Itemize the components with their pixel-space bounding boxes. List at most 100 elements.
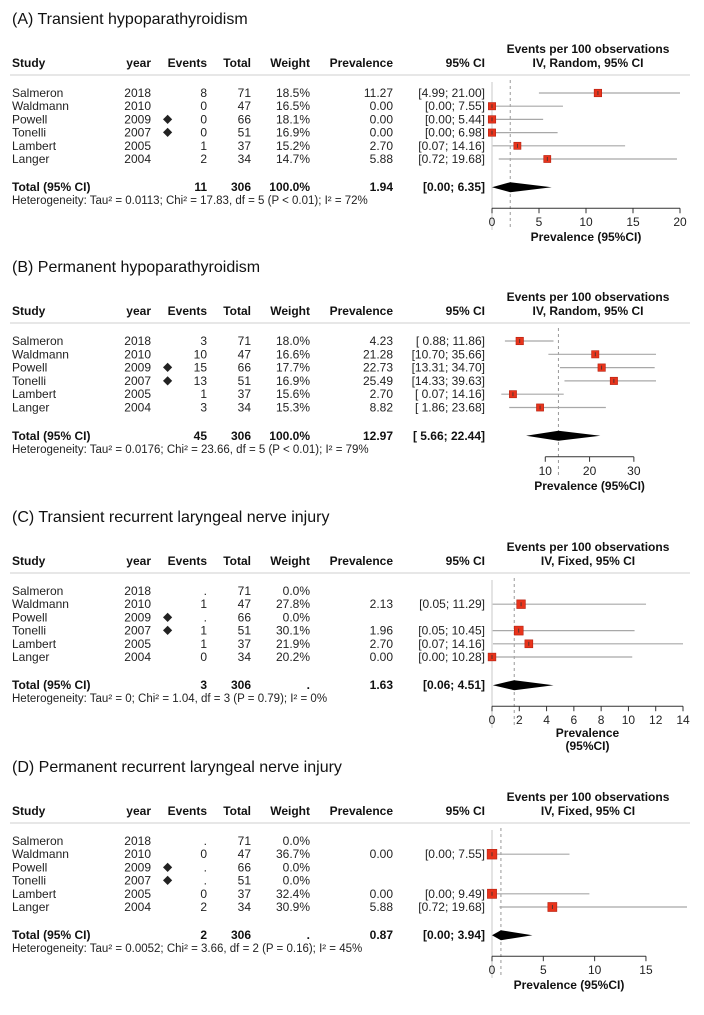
study-ci: [0.05; 11.29]	[419, 597, 485, 611]
study-name: Salmeron	[12, 334, 63, 348]
study-name: Powell	[12, 112, 47, 126]
study-total: 34	[238, 401, 252, 415]
study-year: 2005	[124, 637, 151, 651]
study-weight: 0.0%	[283, 874, 311, 888]
x-tick-label: 2	[516, 713, 523, 727]
study-prevalence: 0.00	[370, 99, 394, 113]
col-header-year: year	[126, 554, 151, 568]
study-row: Waldmann 2010 1 47 27.8% 2.13 [0.05; 11.29]	[12, 597, 647, 611]
study-year: 2010	[124, 847, 151, 861]
study-prevalence: 2.70	[370, 637, 394, 651]
col-header-events: Events	[168, 304, 208, 318]
study-marker: ◆	[163, 360, 173, 374]
panel-title: (C) Transient recurrent laryngeal nerve …	[12, 509, 329, 526]
study-row: Powell 2009 ◆. 66 0.0%	[12, 859, 310, 874]
col-header-prevalence: Prevalence	[330, 56, 394, 70]
study-name: Waldmann	[12, 99, 69, 113]
study-events: 1	[200, 637, 207, 651]
study-marker: ◆	[163, 125, 173, 139]
total-weight: .	[307, 928, 310, 942]
study-events: .	[204, 610, 207, 624]
study-marker: ◆	[163, 873, 173, 887]
study-ci: [0.72; 19.68]	[418, 152, 485, 166]
x-tick-label: 0	[489, 963, 496, 977]
col-header-events: Events	[168, 804, 208, 818]
col-header-weight: Weight	[270, 304, 310, 318]
study-events: 3	[200, 334, 207, 348]
study-row: Salmeron 2018 8 71 18.5% 11.27 [4.99; 21.00]	[12, 86, 680, 100]
study-name: Langer	[12, 401, 49, 415]
plot-header-line2: IV, Fixed, 95% CI	[541, 554, 635, 568]
study-ci: [ 0.88; 11.86]	[416, 334, 485, 348]
study-ci: [0.00; 7.55]	[425, 99, 485, 113]
study-prevalence: 0.00	[370, 650, 394, 664]
study-prevalence: 2.70	[370, 387, 394, 401]
study-events: 1	[200, 387, 207, 401]
study-row: Langer 2004 3 34 15.3% 8.82 [ 1.86; 23.68]	[12, 401, 606, 415]
study-year: 2009	[124, 361, 151, 375]
total-weight: 100.0%	[269, 180, 310, 194]
study-name: Waldmann	[12, 347, 69, 361]
summary-diamond	[492, 930, 533, 941]
total-weight: 100.0%	[269, 429, 310, 443]
study-weight: 30.1%	[276, 624, 310, 638]
x-tick-label: 10	[622, 713, 636, 727]
study-events: 0	[200, 99, 207, 113]
study-year: 2004	[124, 650, 151, 664]
study-total: 34	[238, 650, 252, 664]
panel-title: (D) Permanent recurrent laryngeal nerve …	[12, 759, 342, 776]
study-prevalence: 11.27	[364, 86, 393, 100]
study-total: 71	[238, 584, 252, 598]
study-events: 2	[200, 152, 207, 166]
x-tick-label: 0	[489, 713, 496, 727]
study-weight: 27.8%	[276, 597, 310, 611]
study-ci: [0.00; 10.28]	[418, 650, 485, 664]
study-total: 51	[238, 126, 252, 140]
total-label: Total (95% CI)	[12, 928, 90, 942]
study-events: 1	[200, 139, 207, 153]
total-label: Total (95% CI)	[12, 180, 90, 194]
x-tick-label: 30	[627, 464, 641, 478]
x-axis-title: Prevalence (95%CI)	[534, 479, 645, 493]
x-tick-label: 14	[676, 713, 690, 727]
x-axis-title: Prevalence (95%CI)	[514, 978, 625, 992]
study-row: Powell 2009 ◆ 0 66 18.1% 0.00 [0.00; 5.44]	[12, 111, 544, 126]
study-total: 47	[238, 847, 252, 861]
study-weight: 30.9%	[276, 900, 310, 914]
study-marker: ◆	[163, 373, 173, 387]
plot-header-line2: IV, Fixed, 95% CI	[541, 804, 635, 818]
study-ci: [0.72; 19.68]	[418, 900, 485, 914]
heterogeneity-text: Heterogeneity: Tau² = 0.0113; Chi² = 17.…	[12, 195, 368, 207]
study-row: Langer 2004 0 34 20.2% 0.00 [0.00; 10.28]	[12, 650, 633, 664]
x-tick-label: 8	[598, 713, 605, 727]
total-ci: [ 5.66; 22.44]	[413, 429, 485, 443]
total-ci: [0.00; 3.94]	[423, 928, 485, 942]
heterogeneity-text: Heterogeneity: Tau² = 0.0052; Chi² = 3.6…	[12, 943, 362, 955]
study-prevalence: 0.00	[370, 887, 394, 901]
col-header-ci: 95% CI	[446, 804, 485, 818]
study-year: 2007	[124, 624, 151, 638]
study-weight: 16.9%	[276, 374, 310, 388]
plot-header-line2: IV, Random, 95% CI	[533, 56, 644, 70]
study-weight: 0.0%	[283, 860, 311, 874]
forest-panel-c: (C) Transient recurrent laryngeal nerve …	[10, 509, 690, 753]
study-name: Waldmann	[12, 847, 69, 861]
forest-panel-a: (A) Transient hypoparathyroidism Events p…	[10, 11, 690, 244]
x-axis-title: Prevalence	[556, 726, 620, 740]
study-events: 0	[200, 847, 207, 861]
study-year: 2007	[124, 126, 151, 140]
col-header-study: Study	[12, 554, 46, 568]
panel-title: (A) Transient hypoparathyroidism	[12, 11, 248, 28]
study-prevalence: 2.70	[370, 139, 394, 153]
study-total: 71	[238, 834, 252, 848]
study-total: 71	[238, 86, 252, 100]
study-row: Tonelli 2007 ◆ 13 51 16.9% 25.49 [14.33; 39.63]	[12, 373, 656, 388]
total-total: 306	[231, 928, 251, 942]
study-total: 34	[238, 152, 252, 166]
study-year: 2007	[124, 874, 151, 888]
study-year: 2018	[124, 86, 151, 100]
total-total: 306	[231, 429, 251, 443]
col-header-year: year	[126, 304, 151, 318]
total-events: 11	[194, 180, 207, 194]
study-row: Lambert 2005 0 37 32.4% 0.00 [0.00; 9.49]	[12, 887, 590, 901]
